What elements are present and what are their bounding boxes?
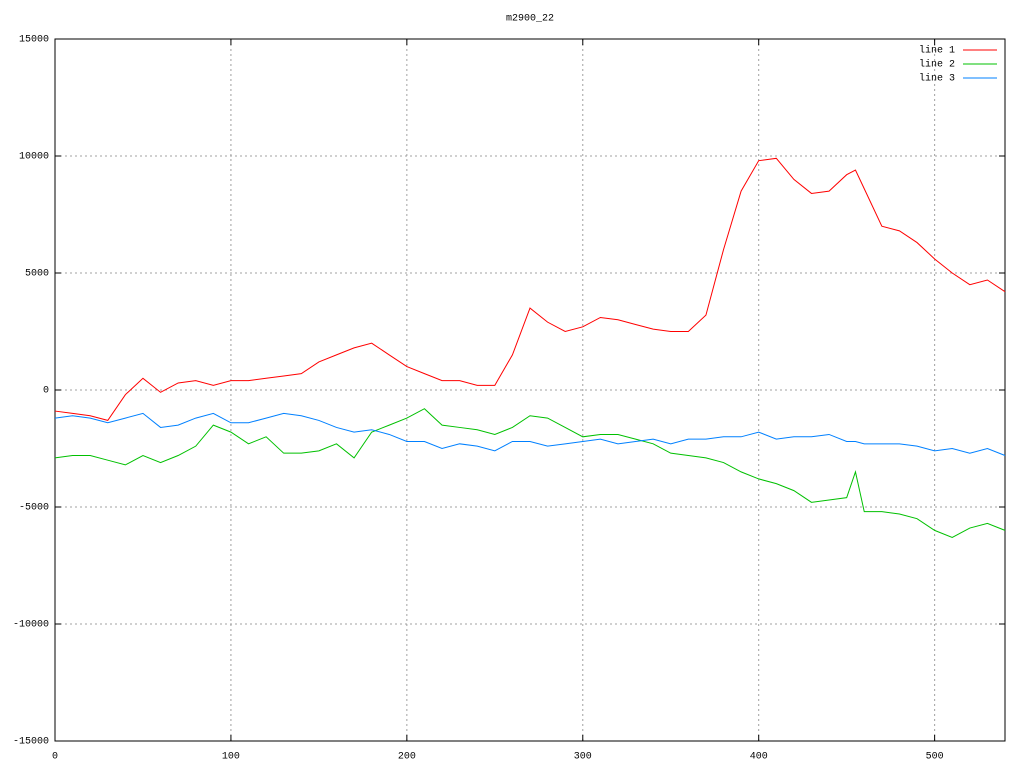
plot-frame [54,38,1006,742]
y-tick-label: 0 [43,386,49,397]
x-tick-label: 500 [926,752,944,763]
y-tick-label: 10000 [19,152,49,163]
series-line [54,408,1006,538]
series-line [54,412,1006,456]
x-tick-label: 300 [574,752,592,763]
x-tick-label: 400 [750,752,768,763]
y-tick-label: 15000 [19,35,49,46]
series-line [54,157,1006,421]
x-tick-label: 0 [52,752,58,763]
y-tick-label: -10000 [13,620,49,631]
x-tick-label: 200 [398,752,416,763]
legend-label: line 1 [919,45,955,57]
x-tick-label: 100 [222,752,240,763]
y-tick-label: 5000 [25,269,49,280]
legend-label: line 2 [919,59,955,71]
legend-label: line 3 [919,73,955,85]
chart-title: m2900_22 [506,14,554,25]
y-tick-label: -15000 [13,737,49,748]
y-tick-label: -5000 [19,503,49,514]
